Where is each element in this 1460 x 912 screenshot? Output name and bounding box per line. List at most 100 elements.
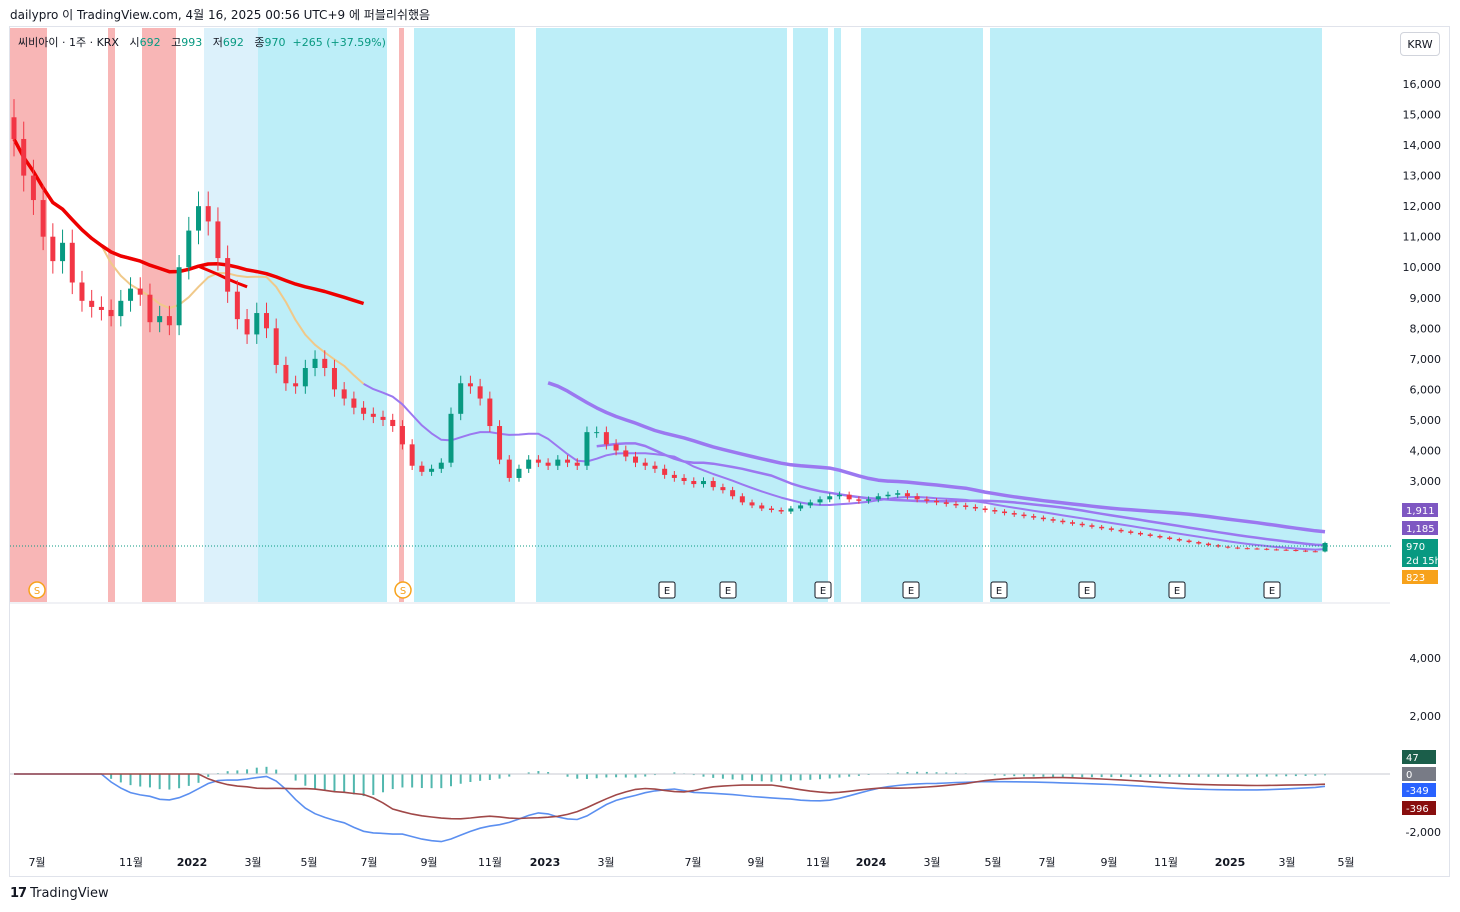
price-tag-label: 823 (1406, 573, 1425, 584)
candle-body (594, 432, 600, 434)
candle-body (40, 200, 46, 237)
candle-body (846, 494, 852, 500)
price-tick-label: 4,000 (1410, 444, 1442, 457)
candle-body (1137, 532, 1143, 535)
footer-brand: TradingView (30, 886, 109, 901)
candle-body (652, 465, 658, 469)
candle-body (147, 294, 153, 323)
highlight-band (414, 28, 515, 602)
macd-value-tag (1402, 783, 1436, 797)
candle-body (788, 508, 794, 512)
price-tag (1402, 553, 1438, 567)
candle-body (1147, 534, 1153, 536)
candle-body (1011, 513, 1017, 515)
candle-body (856, 499, 862, 501)
candle-body (69, 242, 75, 283)
candle-body (642, 462, 648, 466)
candle-body (438, 462, 444, 469)
price-tag-label: 970 (1406, 542, 1425, 553)
candle-body (516, 468, 522, 478)
tradingview-logo[interactable]: 17 TradingView (10, 886, 109, 901)
candle-body (21, 138, 27, 176)
candle-body (953, 503, 959, 506)
macd-value-tag (1402, 801, 1436, 815)
ma-mid-purple-line (596, 442, 1326, 547)
macd-tick-label: 2,000 (1410, 710, 1442, 723)
candle-body (895, 493, 901, 495)
candle-body (30, 175, 36, 201)
price-tick-label: 12,000 (1403, 200, 1442, 213)
macd-value-tag-label: 0 (1406, 770, 1412, 781)
publish-caption: dailypro 이 TradingView.com, 4월 16, 2025 … (10, 8, 431, 22)
price-tag (1402, 570, 1438, 584)
candle-body (1079, 523, 1085, 526)
time-tick-label: 11월 (119, 856, 143, 869)
macd-tick-label: -2,000 (1406, 826, 1441, 839)
candle-body (331, 368, 337, 390)
candle-body (982, 508, 988, 511)
ma-short-purple-line (363, 383, 1326, 551)
candle-body (963, 505, 969, 507)
candle-body (176, 267, 182, 326)
macd-value-tag-label: -349 (1406, 786, 1429, 797)
time-tick-label: 9월 (747, 856, 764, 869)
time-axis[interactable]: 7월 11월 2022 3월 5월 7월 9월 11월 2023 3월 7월 9월 11월 2024 3월 5… (28, 856, 1354, 869)
macd-axis[interactable]: 4,000 2,000 -2,000 47 0 -349 -396 (1402, 652, 1441, 839)
highlight-band (399, 28, 404, 602)
symbol-legend: 씨비아이 · 1주 · KRX 시692 고993 저692 종970 +265… (18, 34, 386, 50)
highlight-band (536, 28, 787, 602)
open-label: 시 (129, 36, 140, 49)
price-axis[interactable]: 16,000 15,000 14,000 13,000 12,000 11,000 10,0… (1403, 78, 1442, 488)
candle-body (205, 206, 211, 222)
candle-body (497, 426, 503, 460)
candle-body (720, 487, 726, 491)
candle-body (1186, 540, 1192, 543)
candle-body (448, 413, 454, 463)
split-marker-label: S (400, 586, 406, 597)
candle-body (710, 481, 716, 488)
candle-body (875, 496, 881, 500)
currency-button[interactable]: KRW (1400, 32, 1440, 56)
candle-body (836, 494, 842, 497)
candle-body (244, 319, 250, 335)
candle-body (1031, 516, 1037, 518)
time-tick-label: 5월 (300, 856, 317, 869)
candle-body (603, 432, 609, 445)
time-tick-label: 11월 (478, 856, 502, 869)
price-tick-label: 13,000 (1403, 170, 1442, 183)
price-tick-label: 9,000 (1410, 292, 1442, 305)
macd-tick-label: 4,000 (1410, 652, 1442, 665)
change-value: +265 (+37.59%) (292, 36, 386, 49)
time-tick-label: 3월 (597, 856, 614, 869)
candle-body (662, 468, 668, 475)
candle-body (613, 444, 619, 451)
candle-body (924, 499, 930, 501)
earnings-marker-label: E (1084, 586, 1090, 597)
price-tag-label: 1,185 (1406, 524, 1435, 535)
time-tick-label: 5월 (1337, 856, 1354, 869)
time-tick-label: 11월 (806, 856, 830, 869)
candle-body (477, 386, 483, 399)
high-label: 고 (171, 36, 182, 49)
tradingview-logo-icon: 17 (10, 886, 27, 901)
candle-body (1002, 511, 1008, 514)
highlight-band (834, 28, 841, 602)
candle-body (730, 490, 736, 497)
candle-body (681, 477, 687, 481)
symbol-name[interactable]: 씨비아이 · 1주 · KRX (18, 36, 119, 49)
macd-line (14, 773, 1326, 843)
candle-body (225, 258, 231, 292)
candle-body (1244, 548, 1250, 550)
earnings-marker-label: E (820, 586, 826, 597)
price-tick-label: 11,000 (1403, 231, 1442, 244)
highlight-band (990, 28, 1322, 602)
time-tick-label: 2022 (177, 856, 208, 869)
time-tick-label: 7월 (28, 856, 45, 869)
candle-body (885, 494, 891, 497)
highlight-band (10, 28, 47, 602)
high-value: 993 (181, 36, 203, 49)
ma-long-purple-line (547, 381, 1326, 534)
candle-body (273, 328, 279, 365)
candle-body (215, 221, 221, 259)
